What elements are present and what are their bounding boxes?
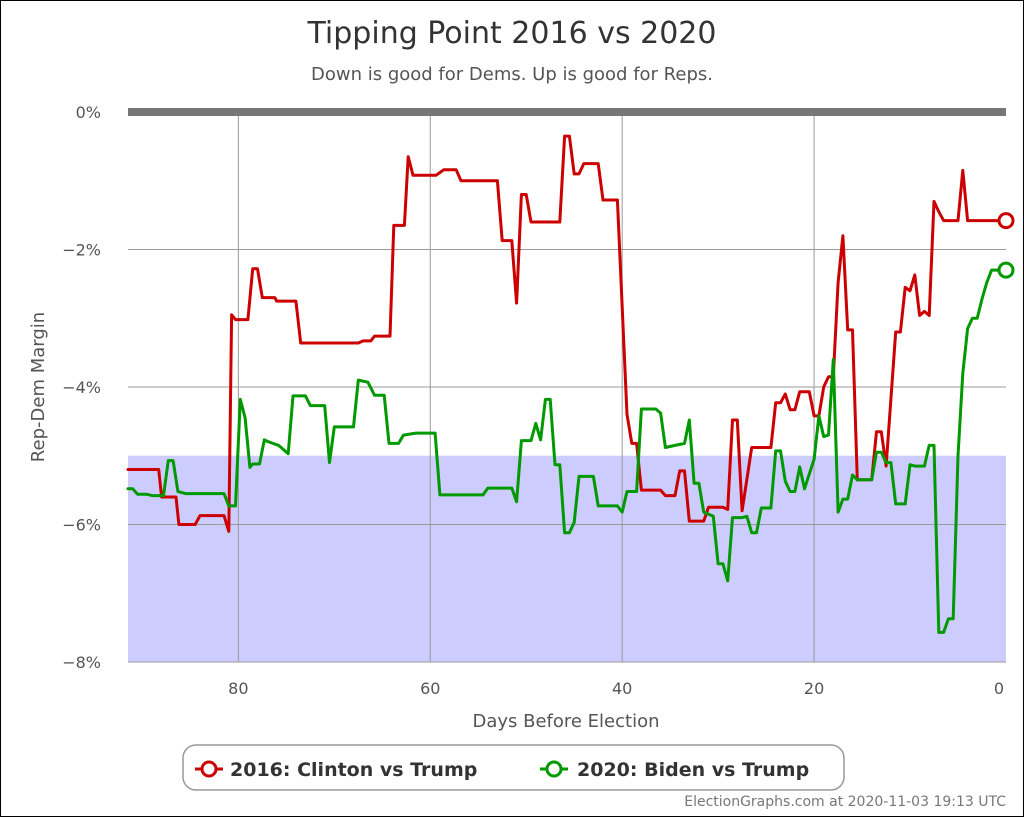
series-endpoint-1[interactable] [997,261,1015,279]
y-tick-label: −4% [62,378,101,397]
legend-marker-2020 [545,760,563,778]
legend-label-2016: 2016: Clinton vs Trump [230,759,477,781]
legend-item-2020[interactable]: 2020: Biden vs Trump [540,759,809,781]
credit-text[interactable]: ElectionGraphs.com at 2020-11-03 19:13 U… [684,794,1006,810]
x-tick-label: 80 [228,679,248,698]
grid-layer [128,112,1006,663]
y-axis-label: Rep-Dem Margin [28,312,49,462]
legend-box [182,744,845,791]
x-tick-label: 20 [804,679,824,698]
series-line-1[interactable] [126,268,1008,634]
series-layer [126,134,1015,634]
legend-item-2016[interactable]: 2016: Clinton vs Trump [195,759,477,781]
x-axis-label: Days Before Election [472,711,659,732]
y-tick-label: −2% [62,241,101,260]
series-endpoint-0[interactable] [997,212,1015,230]
chart-subtitle: Down is good for Dems. Up is good for Re… [311,64,713,85]
y-tick-label: 0% [76,103,101,122]
y-tick-label: −6% [62,516,101,535]
legend: 2016: Clinton vs Trump 2020: Biden vs Tr… [182,744,845,791]
x-tick-label: 60 [420,679,440,698]
legend-label-2020: 2020: Biden vs Trump [577,759,809,781]
shaded-band [128,455,1006,662]
y-tick-label: −8% [62,653,101,672]
tick-label-layer: 0% −2% −4% −6% −8% 80 60 40 20 0 [62,103,1004,698]
series-line-0[interactable] [126,134,1008,533]
x-tick-label: 0 [994,679,1004,698]
shaded-band-layer [128,455,1006,662]
chart-title: Tipping Point 2016 vs 2020 [307,16,717,51]
x-tick-label: 40 [612,679,632,698]
legend-marker-2016 [200,760,218,778]
